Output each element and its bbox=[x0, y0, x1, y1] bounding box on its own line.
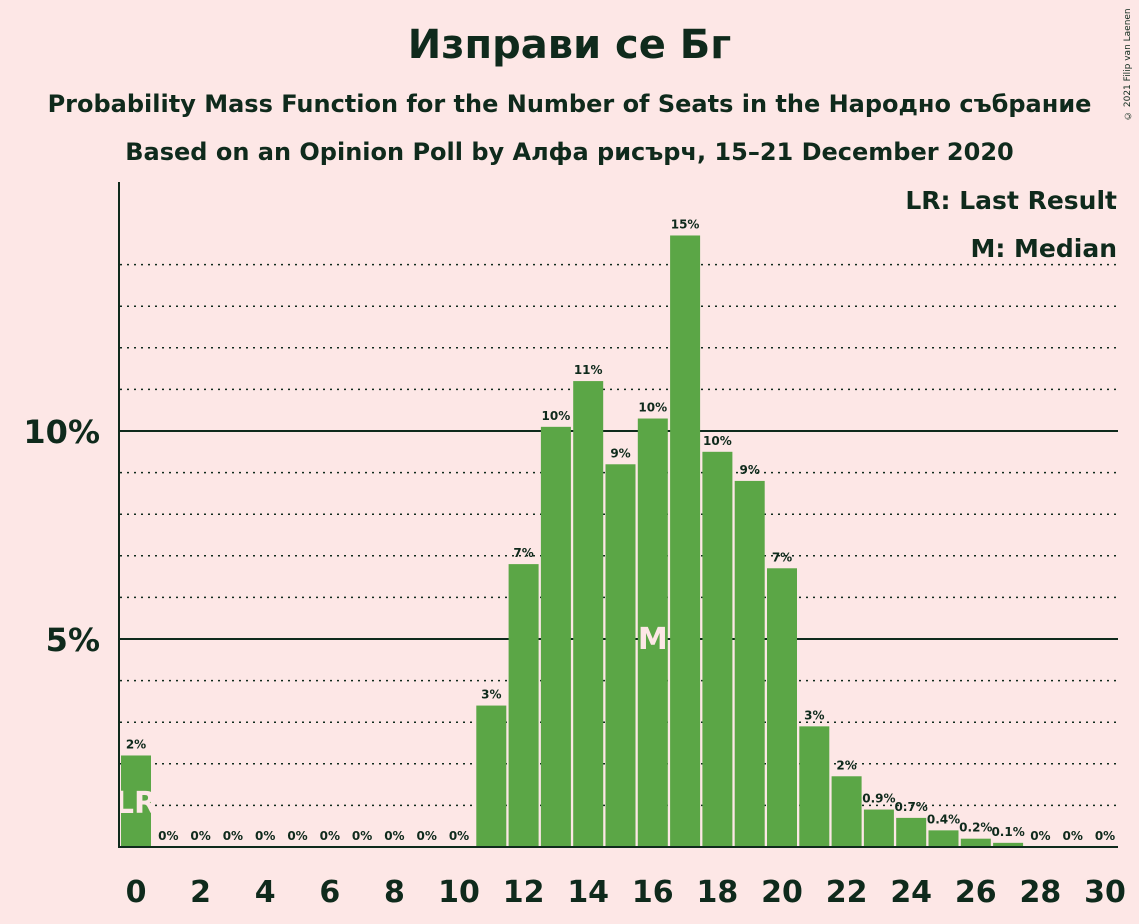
bar-label-seat-30: 0% bbox=[1095, 829, 1115, 843]
x-tick-labels: 0 2 4 6 8 10 12 14 16 18 20 22 24 26 28 30 bbox=[126, 875, 1126, 910]
x-tick-16: 16 bbox=[632, 875, 674, 910]
bar-label-seat-22: 2% bbox=[836, 758, 856, 772]
bar-seat-14 bbox=[573, 381, 604, 847]
bar-label-seat-0: 2% bbox=[126, 737, 146, 751]
bar-label-seat-4: 0% bbox=[255, 829, 275, 843]
x-tick-0: 0 bbox=[126, 875, 147, 910]
axes bbox=[118, 182, 1118, 848]
bar-seat-23 bbox=[863, 809, 894, 847]
bar-label-seat-18: 10% bbox=[703, 434, 732, 448]
bar-labels: 2% 0% 0% 0% 0% 0% 0% 0% 0% 0% 0% 3% 7% 10% 11% 9% 10% 15%… bbox=[126, 217, 1115, 843]
bar-seat-13 bbox=[540, 426, 571, 847]
bar-label-seat-25: 0.4% bbox=[927, 812, 960, 826]
bar-seat-12 bbox=[508, 564, 539, 847]
legend-last-result: LR: Last Result bbox=[905, 186, 1117, 215]
bar-label-seat-7: 0% bbox=[352, 829, 372, 843]
x-tick-24: 24 bbox=[890, 875, 932, 910]
marker-m: M bbox=[638, 622, 668, 657]
bar-label-seat-16: 10% bbox=[638, 401, 667, 415]
bar-label-seat-15: 9% bbox=[610, 446, 630, 460]
bar-label-seat-24: 0.7% bbox=[895, 800, 928, 814]
bar-label-seat-20: 7% bbox=[772, 550, 792, 564]
bar-label-seat-8: 0% bbox=[384, 829, 404, 843]
bar-seat-24 bbox=[896, 817, 927, 847]
bar-label-seat-26: 0.2% bbox=[959, 821, 992, 835]
bar-label-seat-10: 0% bbox=[449, 829, 469, 843]
y-tick-5: 5% bbox=[46, 621, 100, 659]
bar-label-seat-19: 9% bbox=[740, 463, 760, 477]
bar-label-seat-9: 0% bbox=[417, 829, 437, 843]
bars bbox=[121, 235, 1024, 848]
bar-label-seat-2: 0% bbox=[190, 829, 210, 843]
chart-title: Изправи се Бг bbox=[407, 22, 732, 68]
x-tick-22: 22 bbox=[826, 875, 868, 910]
x-tick-14: 14 bbox=[567, 875, 609, 910]
y-tick-10: 10% bbox=[23, 413, 100, 451]
bar-label-seat-28: 0% bbox=[1030, 829, 1050, 843]
bar-seat-17 bbox=[670, 235, 701, 848]
bar-label-seat-23: 0.9% bbox=[862, 792, 895, 806]
x-tick-28: 28 bbox=[1020, 875, 1062, 910]
bar-seat-27 bbox=[993, 842, 1024, 847]
bar-seat-25 bbox=[928, 830, 959, 847]
x-tick-20: 20 bbox=[761, 875, 803, 910]
bar-label-seat-29: 0% bbox=[1063, 829, 1083, 843]
legend-median: M: Median bbox=[970, 234, 1117, 263]
bar-label-seat-3: 0% bbox=[223, 829, 243, 843]
x-tick-2: 2 bbox=[190, 875, 211, 910]
bar-seat-20 bbox=[767, 568, 797, 847]
x-tick-6: 6 bbox=[319, 875, 340, 910]
bar-seat-15 bbox=[605, 464, 636, 847]
bar-label-seat-1: 0% bbox=[158, 829, 178, 843]
chart-subtitle-1: Probability Mass Function for the Number… bbox=[47, 90, 1092, 118]
bar-seat-21 bbox=[799, 726, 830, 847]
markers: LR M bbox=[115, 622, 668, 821]
bar-seat-18 bbox=[702, 451, 733, 847]
bar-seat-11 bbox=[476, 705, 507, 847]
x-tick-8: 8 bbox=[384, 875, 405, 910]
bar-label-seat-6: 0% bbox=[320, 829, 340, 843]
x-tick-12: 12 bbox=[503, 875, 545, 910]
bar-label-seat-14: 11% bbox=[574, 363, 603, 377]
bar-seat-16 bbox=[637, 418, 668, 847]
bar-label-seat-21: 3% bbox=[804, 708, 824, 722]
x-tick-10: 10 bbox=[438, 875, 480, 910]
bar-label-seat-17: 15% bbox=[671, 217, 700, 231]
bar-seat-0 bbox=[121, 755, 151, 847]
bar-seat-26 bbox=[960, 838, 991, 847]
bar-label-seat-13: 10% bbox=[542, 409, 571, 423]
chart-subtitle-2: Based on an Opinion Poll by Алфа рисърч,… bbox=[125, 138, 1014, 166]
bar-label-seat-5: 0% bbox=[287, 829, 307, 843]
y-tick-labels: 5% 10% bbox=[23, 413, 100, 659]
bar-seat-22 bbox=[831, 776, 862, 847]
x-tick-4: 4 bbox=[255, 875, 276, 910]
x-tick-26: 26 bbox=[955, 875, 997, 910]
bar-label-seat-12: 7% bbox=[513, 546, 533, 560]
x-tick-30: 30 bbox=[1084, 875, 1126, 910]
x-tick-18: 18 bbox=[697, 875, 739, 910]
bar-seat-19 bbox=[734, 480, 765, 847]
bar-label-seat-27: 0.1% bbox=[991, 825, 1024, 839]
marker-lr: LR bbox=[115, 786, 157, 821]
bar-label-seat-11: 3% bbox=[481, 688, 501, 702]
